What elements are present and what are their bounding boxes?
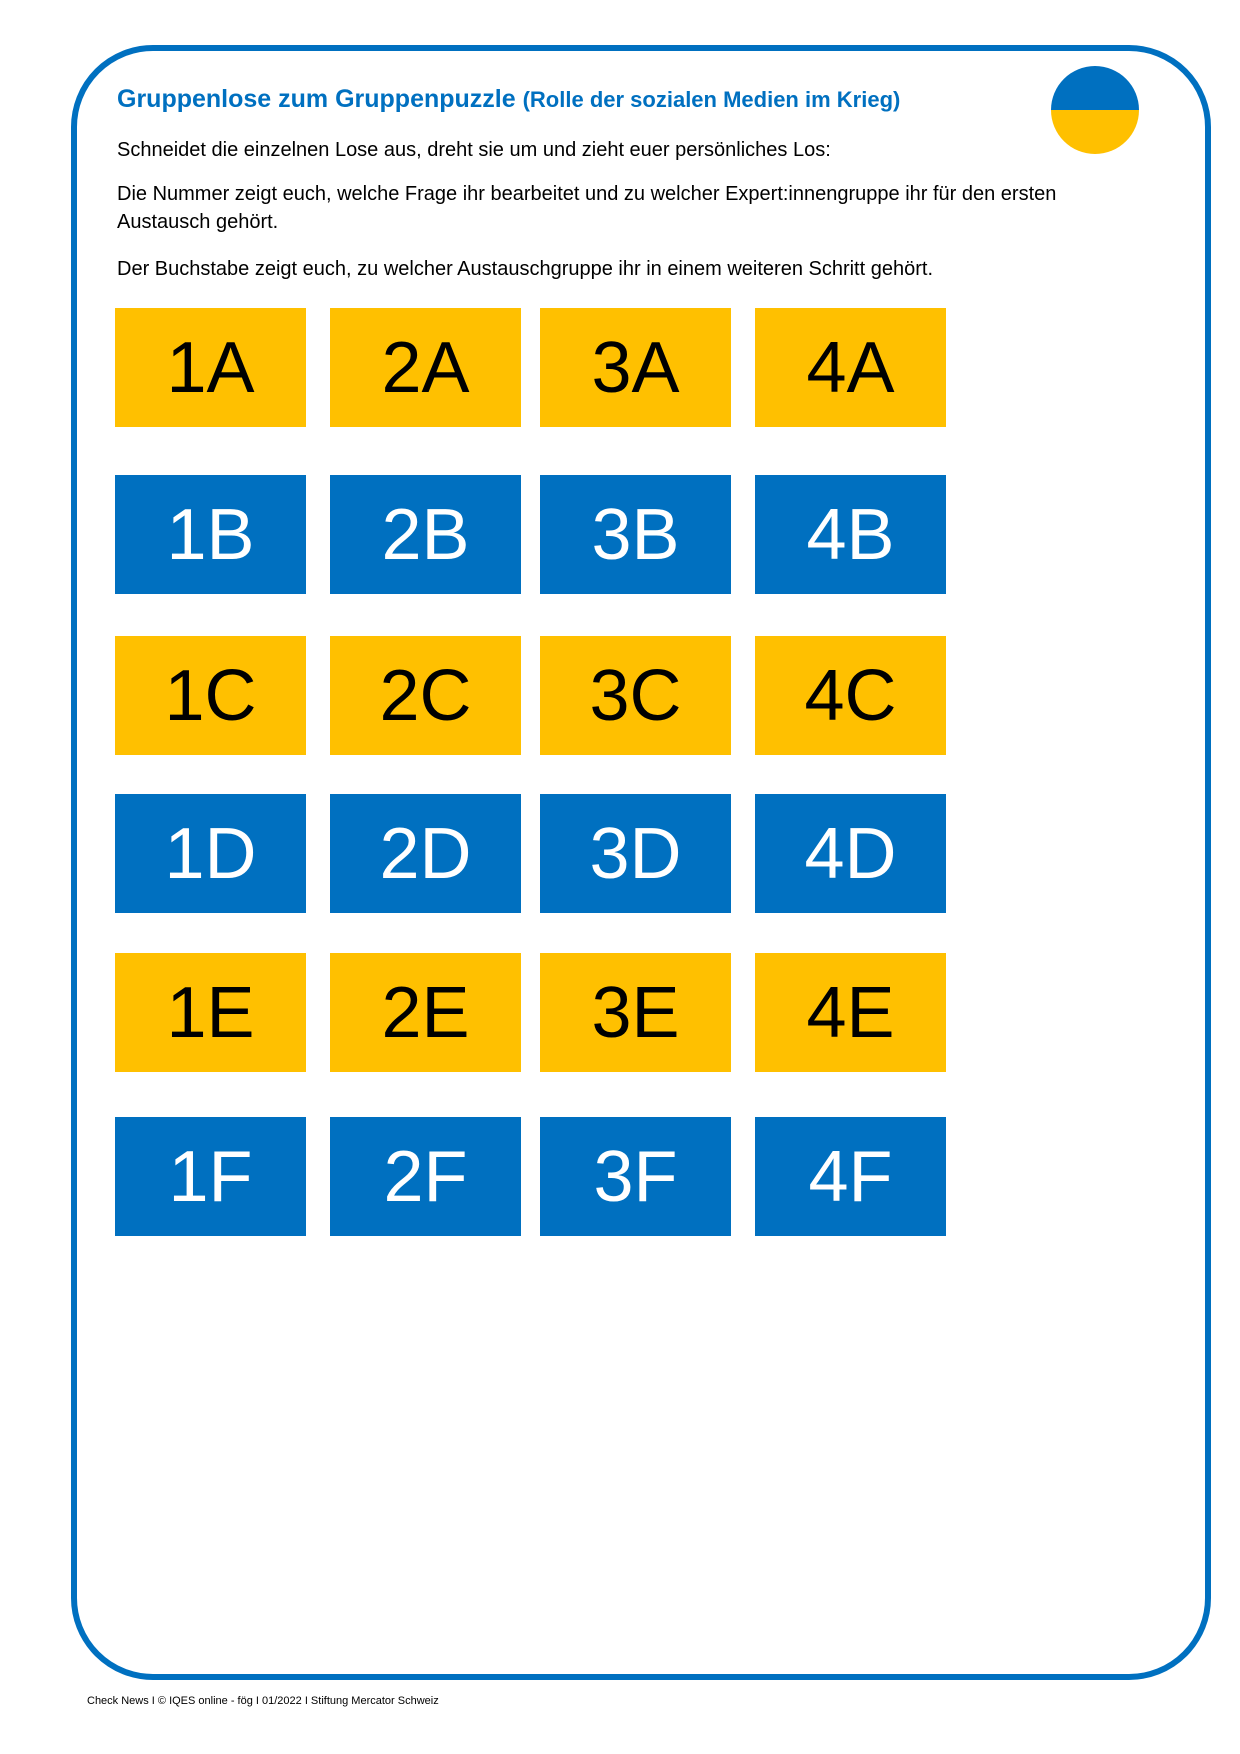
lot-tile: 4E — [755, 953, 946, 1072]
lot-tile: 1F — [115, 1117, 306, 1236]
lot-tile: 1B — [115, 475, 306, 594]
footer: Check News I © IQES online - fög I 01/20… — [87, 1695, 439, 1707]
lot-tile: 2C — [330, 636, 521, 755]
instruction-2: Die Nummer zeigt euch, welche Frage ihr … — [117, 183, 1057, 233]
lot-tile: 3E — [540, 953, 731, 1072]
lot-tile: 3C — [540, 636, 731, 755]
lot-tile: 4D — [755, 794, 946, 913]
lot-tile: 3A — [540, 308, 731, 427]
instruction-1: Schneidet die einzelnen Lose aus, dreht … — [117, 139, 831, 161]
lot-tile: 1A — [115, 308, 306, 427]
instruction-3: Der Buchstabe zeigt euch, zu welcher Aus… — [117, 258, 933, 280]
lot-tile: 4C — [755, 636, 946, 755]
title-subtitle: (Rolle der sozialen Medien im Krieg) — [522, 87, 901, 112]
lot-tile: 4F — [755, 1117, 946, 1236]
title-main: Gruppenlose zum Gruppenpuzzle — [117, 85, 516, 113]
lot-tile: 3B — [540, 475, 731, 594]
lot-tile: 2E — [330, 953, 521, 1072]
lot-tile: 1C — [115, 636, 306, 755]
lot-tile: 3F — [540, 1117, 731, 1236]
lot-tile: 3D — [540, 794, 731, 913]
lot-tile: 1E — [115, 953, 306, 1072]
lot-tile: 2D — [330, 794, 521, 913]
page-title: Gruppenlose zum Gruppenpuzzle (Rolle der… — [117, 85, 900, 114]
lot-tile: 1D — [115, 794, 306, 913]
lot-tile: 2B — [330, 475, 521, 594]
lot-tile: 2F — [330, 1117, 521, 1236]
page-border — [71, 45, 1211, 1680]
lot-tile: 4A — [755, 308, 946, 427]
lot-tile: 4B — [755, 475, 946, 594]
lot-tile: 2A — [330, 308, 521, 427]
